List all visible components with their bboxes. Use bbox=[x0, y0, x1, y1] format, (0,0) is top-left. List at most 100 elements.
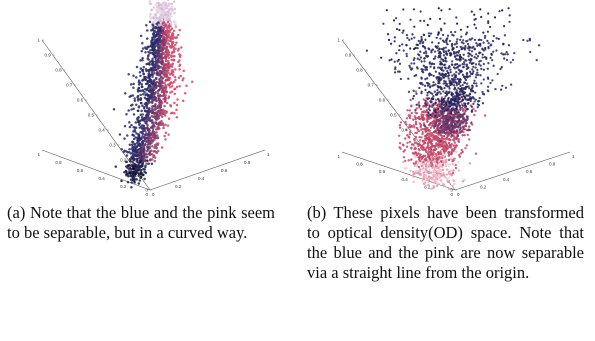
scatter-point bbox=[164, 51, 168, 54]
scatter-point bbox=[145, 88, 149, 92]
scatter-point bbox=[154, 102, 157, 106]
scatter-point bbox=[150, 29, 153, 32]
scatter-point bbox=[497, 37, 500, 41]
scatter-point bbox=[413, 154, 416, 158]
scatter-point bbox=[446, 37, 449, 40]
z-tick-label: 0.5 bbox=[390, 113, 397, 118]
scatter-point bbox=[460, 87, 463, 91]
scatter-point bbox=[151, 144, 154, 148]
scatter-point bbox=[451, 125, 454, 128]
scatter-point bbox=[156, 115, 160, 119]
scatter-point bbox=[426, 133, 429, 137]
scatter-point bbox=[153, 71, 156, 75]
scatter-point bbox=[474, 76, 478, 79]
scatter-point bbox=[173, 112, 176, 115]
scatter-point bbox=[165, 45, 169, 49]
scatter-point bbox=[132, 170, 136, 174]
scatter-point bbox=[139, 101, 143, 105]
scatter-point bbox=[427, 117, 430, 120]
scatter-point bbox=[151, 153, 154, 156]
z-tick-label: 0.8 bbox=[356, 68, 363, 73]
scatter-point bbox=[447, 123, 451, 126]
scatter-point bbox=[424, 38, 427, 41]
scatter-point bbox=[165, 48, 169, 52]
scatter-point bbox=[149, 126, 153, 129]
scatter-point bbox=[443, 117, 446, 120]
scatter-point bbox=[480, 82, 483, 85]
scatter-point bbox=[432, 181, 435, 184]
scatter-point bbox=[418, 135, 421, 139]
scatter-point bbox=[467, 55, 470, 58]
scatter-point bbox=[453, 111, 456, 114]
scatter-point bbox=[144, 51, 147, 54]
scatter-point bbox=[393, 40, 396, 43]
scatter-point bbox=[441, 33, 445, 37]
scatter-point bbox=[148, 60, 152, 64]
scatter-point bbox=[486, 76, 490, 79]
scatter-point bbox=[160, 48, 163, 51]
scatter-point bbox=[433, 50, 437, 53]
scatter-point bbox=[432, 81, 435, 84]
scatter-point bbox=[448, 87, 451, 90]
scatter-point bbox=[481, 53, 484, 56]
scatter-point bbox=[437, 161, 440, 164]
scatter-point bbox=[141, 69, 144, 72]
scatter-point bbox=[480, 15, 483, 19]
scatter-point bbox=[460, 89, 464, 92]
scatter-point bbox=[433, 109, 436, 112]
scatter-point bbox=[431, 92, 434, 95]
scatter-point bbox=[162, 1, 165, 4]
scatter-point bbox=[170, 69, 173, 72]
scatter-point bbox=[417, 169, 420, 173]
scatter-point bbox=[152, 26, 155, 30]
scatter-point bbox=[432, 102, 435, 106]
scatter-point bbox=[433, 148, 436, 152]
scatter-point bbox=[167, 133, 170, 136]
scatter-point bbox=[167, 2, 171, 5]
scatter-point bbox=[407, 77, 410, 80]
scatter-point bbox=[429, 32, 433, 35]
scatter-point bbox=[447, 188, 451, 191]
scatter-point bbox=[152, 6, 155, 9]
scatter-point bbox=[139, 155, 142, 158]
scatter-point bbox=[435, 36, 438, 39]
scatter-point bbox=[427, 128, 431, 132]
scatter-point bbox=[148, 146, 152, 150]
scatter-point bbox=[419, 40, 422, 43]
scatter-point bbox=[167, 42, 170, 46]
scatter-point bbox=[432, 157, 435, 160]
scatter-point bbox=[152, 66, 156, 69]
scatter-point bbox=[154, 82, 157, 86]
scatter-point bbox=[139, 168, 143, 172]
scatter-point bbox=[441, 115, 444, 118]
scatter-point bbox=[479, 8, 482, 11]
scatter-point bbox=[478, 96, 481, 100]
scatter-point bbox=[443, 63, 447, 66]
scatter-point bbox=[490, 58, 494, 62]
scatter-point bbox=[164, 88, 167, 91]
scatter-point bbox=[443, 120, 446, 123]
scatter-point bbox=[172, 55, 175, 58]
scatter-point bbox=[175, 85, 179, 89]
scatter-point bbox=[426, 55, 429, 58]
scatter-point bbox=[461, 125, 465, 128]
scatter-point bbox=[445, 173, 449, 176]
scatter-point bbox=[147, 113, 151, 116]
scatter-point bbox=[157, 94, 160, 98]
scatter-point bbox=[429, 171, 433, 174]
scatter-point bbox=[422, 64, 425, 67]
scatter-point bbox=[477, 38, 480, 42]
scatter-point bbox=[130, 104, 133, 107]
scatter-point bbox=[429, 65, 432, 68]
scatter-point bbox=[487, 20, 490, 23]
scatter-point bbox=[453, 157, 456, 160]
scatter-point bbox=[412, 89, 415, 92]
scatter-point bbox=[439, 139, 442, 143]
scatter-point bbox=[479, 59, 482, 63]
scatter-point bbox=[147, 45, 150, 49]
scatter-point bbox=[470, 50, 474, 53]
scatter-point bbox=[459, 84, 462, 88]
scatter-point bbox=[422, 167, 425, 170]
scatter-point bbox=[138, 150, 142, 153]
scatter-point bbox=[437, 86, 440, 89]
